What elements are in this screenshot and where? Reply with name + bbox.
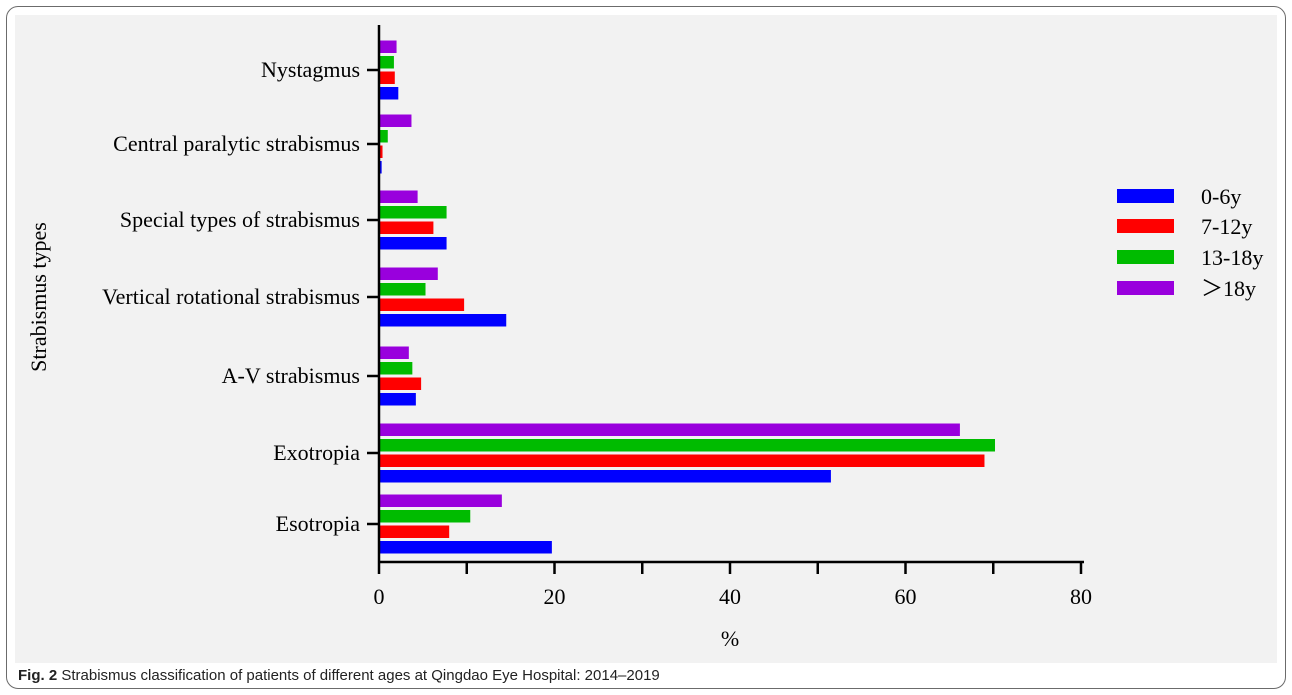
legend-label: ＞18y [1201,276,1256,301]
x-tick-label: 0 [374,584,385,609]
bar-7-12y-Vertical rotational strabismus [379,298,465,311]
bar-13-18y-Special types of strabismus [379,206,447,219]
y-tick-label: Exotropia [273,440,360,465]
x-tick-label: 80 [1070,584,1092,609]
legend-swatch [1117,189,1174,203]
figure-caption: Fig. 2 Strabismus classification of pati… [18,667,660,684]
bar-0-6y-Special types of strabismus [379,237,447,250]
y-tick-label: Vertical rotational strabismus [102,284,360,309]
caption-text: Strabismus classification of patients of… [57,667,660,684]
bar-0-6y-Esotropia [379,541,552,554]
bar-＞18y-Central paralytic strabismus [379,114,412,127]
legend: 0-6y 7-12y 13-18y ＞18y [1117,184,1263,301]
x-axis-label: % [721,626,739,651]
bar-0-6y-Exotropia [379,470,831,483]
bar-＞18y-A-V strabismus [379,346,409,359]
y-tick-label: A-V strabismus [222,363,360,388]
legend-swatch [1117,250,1174,264]
bar-13-18y-Exotropia [379,439,996,452]
bar-7-12y-Special types of strabismus [379,221,434,234]
bar-0-6y-A-V strabismus [379,393,416,406]
legend-swatch [1117,281,1174,295]
bar-＞18y-Exotropia [379,423,960,436]
bar-7-12y-Exotropia [379,454,985,467]
legend-swatch [1117,219,1174,233]
y-tick-label: Central paralytic strabismus [113,131,360,156]
bar-13-18y-A-V strabismus [379,362,413,375]
bar-＞18y-Nystagmus [379,40,397,53]
x-tick-label: 40 [719,584,741,609]
bar-0-6y-Vertical rotational strabismus [379,314,507,327]
y-tick-label: Nystagmus [261,57,360,82]
y-axis-label: Strabismus types [26,222,51,372]
y-tick-label: Esotropia [276,511,361,536]
bar-13-18y-Vertical rotational strabismus [379,283,426,296]
bar-7-12y-Central paralytic strabismus [379,145,383,158]
bar-7-12y-Esotropia [379,525,450,538]
bar-＞18y-Special types of strabismus [379,190,418,203]
legend-label: 0-6y [1201,184,1241,209]
bar-7-12y-Nystagmus [379,71,395,84]
bar-＞18y-Esotropia [379,494,502,507]
y-tick-group: Esotropia Exotropia A-V strabismus Vertical… [102,57,379,536]
bars-group [379,40,996,554]
x-tick-label: 60 [895,584,917,609]
bar-0-6y-Nystagmus [379,87,399,100]
x-tick-label: 20 [544,584,566,609]
legend-label: 7-12y [1201,214,1252,239]
caption-label: Fig. 2 [18,667,58,684]
bar-13-18y-Nystagmus [379,56,394,69]
bar-＞18y-Vertical rotational strabismus [379,267,438,280]
x-tick-group: 0 20 40 60 80 [374,562,1092,609]
bar-0-6y-Central paralytic strabismus [379,161,382,174]
bar-7-12y-A-V strabismus [379,377,422,390]
chart-background [15,15,1277,663]
y-tick-label: Special types of strabismus [120,207,360,232]
bar-13-18y-Esotropia [379,510,471,523]
bar-13-18y-Central paralytic strabismus [379,130,388,143]
legend-label: 13-18y [1201,245,1263,270]
